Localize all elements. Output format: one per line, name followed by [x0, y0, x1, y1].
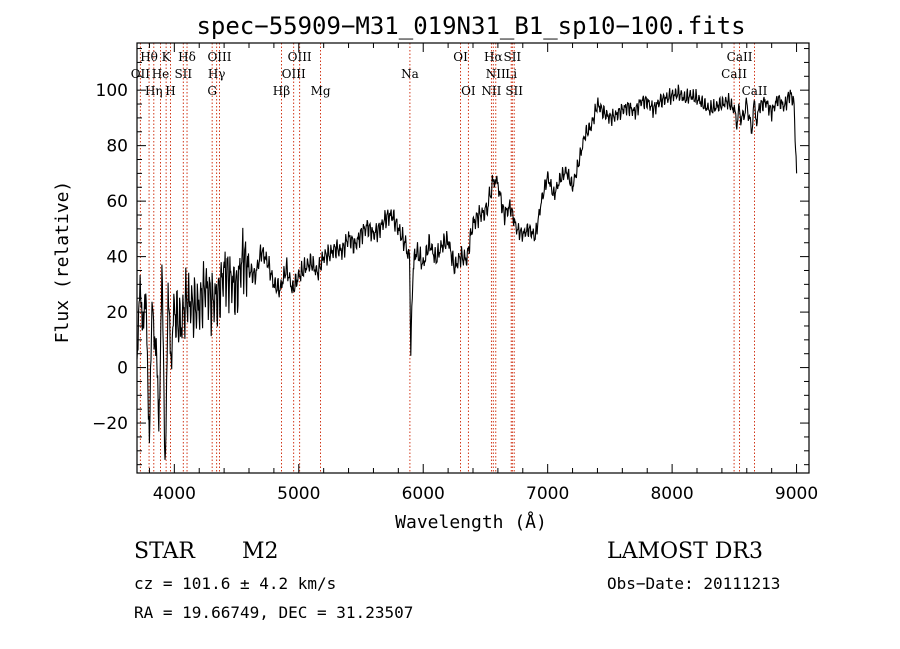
- line-label-24: NII: [481, 84, 501, 98]
- line-label-20: G: [207, 84, 217, 98]
- chart-title: spec−55909−M31_019N31_B1_sp10−100.fits: [196, 12, 745, 40]
- line-label-8: CaII: [727, 50, 753, 64]
- line-label-7: SII: [503, 50, 521, 64]
- line-label-13: OIII: [282, 67, 306, 81]
- y-tick-label-1: 0: [117, 359, 128, 379]
- line-label-2: Hδ: [178, 50, 196, 64]
- y-axis-ticks: −20 0 20 40 60 80 100: [92, 48, 809, 466]
- line-label-3: OIII: [207, 50, 231, 64]
- line-label-0: Hθ: [140, 50, 158, 64]
- line-label-11: SII: [174, 67, 192, 81]
- object-class: STAR: [134, 539, 195, 564]
- line-label-9: OII: [131, 67, 151, 81]
- observation-date: Obs−Date: 20111213: [607, 574, 781, 593]
- y-tick-label-2: 20: [106, 303, 128, 323]
- line-label-22: Mg: [311, 84, 331, 98]
- x-tick-label-1: 5000: [277, 484, 320, 504]
- line-label-26: CaII: [742, 84, 768, 98]
- line-label-23: OI: [461, 84, 476, 98]
- survey-name: LAMOST DR3: [607, 539, 763, 564]
- y-tick-label-3: 40: [106, 248, 128, 268]
- y-tick-label-4: 60: [106, 192, 128, 212]
- line-label-18: Hη: [145, 84, 163, 98]
- line-label-14: Na: [401, 67, 419, 81]
- x-tick-label-3: 7000: [526, 484, 569, 504]
- x-tick-label-5: 9000: [775, 484, 818, 504]
- line-label-21: Hβ: [273, 84, 290, 98]
- line-label-4: OIII: [288, 50, 312, 64]
- x-tick-label-2: 6000: [402, 484, 445, 504]
- x-axis-label: Wavelength (Å): [395, 511, 547, 533]
- y-tick-label-0: −20: [92, 414, 128, 434]
- line-label-5: OI: [453, 50, 468, 64]
- line-label-16: Li: [505, 67, 517, 81]
- y-axis-label: Flux (relative): [52, 181, 73, 344]
- y-tick-label-6: 100: [96, 81, 128, 101]
- x-tick-label-0: 4000: [153, 484, 196, 504]
- x-axis-ticks: 4000 5000 6000 7000 8000 9000: [148, 43, 818, 504]
- spectrum-line: [136, 84, 798, 460]
- line-label-19: H: [165, 84, 175, 98]
- line-label-12: Hγ: [208, 67, 226, 81]
- coordinates-readout: RA = 19.66749, DEC = 31.23507: [134, 603, 414, 622]
- line-label-15: NII: [486, 67, 506, 81]
- line-label-10: He: [152, 67, 170, 81]
- object-subclass: M2: [242, 539, 279, 564]
- line-label-17: CaII: [721, 67, 747, 81]
- velocity-readout: cz = 101.6 ± 4.2 km/s: [134, 574, 337, 593]
- x-tick-label-4: 8000: [650, 484, 693, 504]
- line-label-1: K: [162, 50, 172, 64]
- line-label-6: Hα: [484, 50, 503, 64]
- y-tick-label-5: 80: [106, 137, 128, 157]
- line-label-25: SII: [505, 84, 523, 98]
